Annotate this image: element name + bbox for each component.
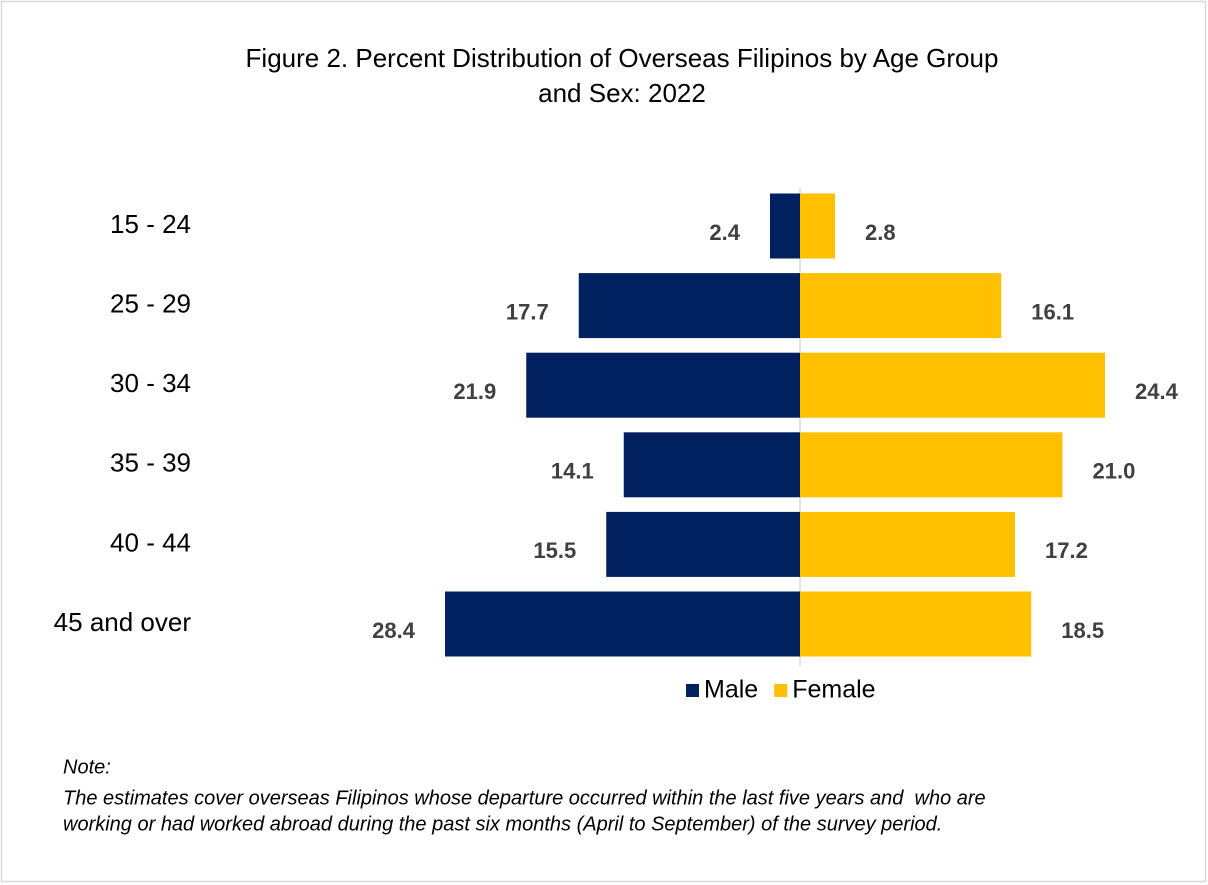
category-label: 35 - 39 (110, 448, 191, 478)
data-label: 16.1 (1031, 299, 1074, 324)
bar (800, 432, 1063, 498)
data-label: 15.5 (533, 538, 576, 563)
category-label: 30 - 34 (110, 368, 191, 398)
legend-swatch (686, 684, 699, 697)
bar (800, 352, 1105, 418)
bar (800, 273, 1002, 339)
legend-label: Male (704, 676, 758, 704)
note-text: working or had worked abroad during the … (63, 813, 942, 835)
chart-title: and Sex: 2022 (538, 78, 706, 108)
bar (606, 511, 800, 577)
chart-title: Figure 2. Percent Distribution of Overse… (246, 43, 999, 73)
category-label: 15 - 24 (110, 209, 191, 239)
data-label: 21.9 (453, 379, 496, 404)
data-label: 17.7 (506, 299, 549, 324)
category-label: 25 - 29 (110, 288, 191, 318)
bar (445, 591, 800, 657)
legend-swatch (774, 684, 788, 697)
bar (770, 193, 800, 259)
note-heading: Note: (63, 756, 111, 778)
bar (578, 273, 800, 339)
category-label: 45 and over (54, 607, 192, 637)
note-text: The estimates cover overseas Filipinos w… (63, 787, 986, 809)
data-label: 24.4 (1135, 379, 1179, 404)
bar (800, 511, 1015, 577)
bar (800, 591, 1032, 657)
category-label: 40 - 44 (110, 527, 191, 557)
data-label: 17.2 (1045, 538, 1088, 563)
bar (623, 432, 800, 498)
legend-label: Female (792, 676, 875, 704)
bar (800, 193, 835, 259)
bar (526, 352, 800, 418)
data-label: 2.8 (865, 220, 896, 245)
data-label: 2.4 (709, 220, 740, 245)
data-label: 14.1 (551, 459, 594, 484)
data-label: 28.4 (372, 618, 416, 643)
data-label: 21.0 (1093, 459, 1136, 484)
data-label: 18.5 (1061, 618, 1104, 643)
